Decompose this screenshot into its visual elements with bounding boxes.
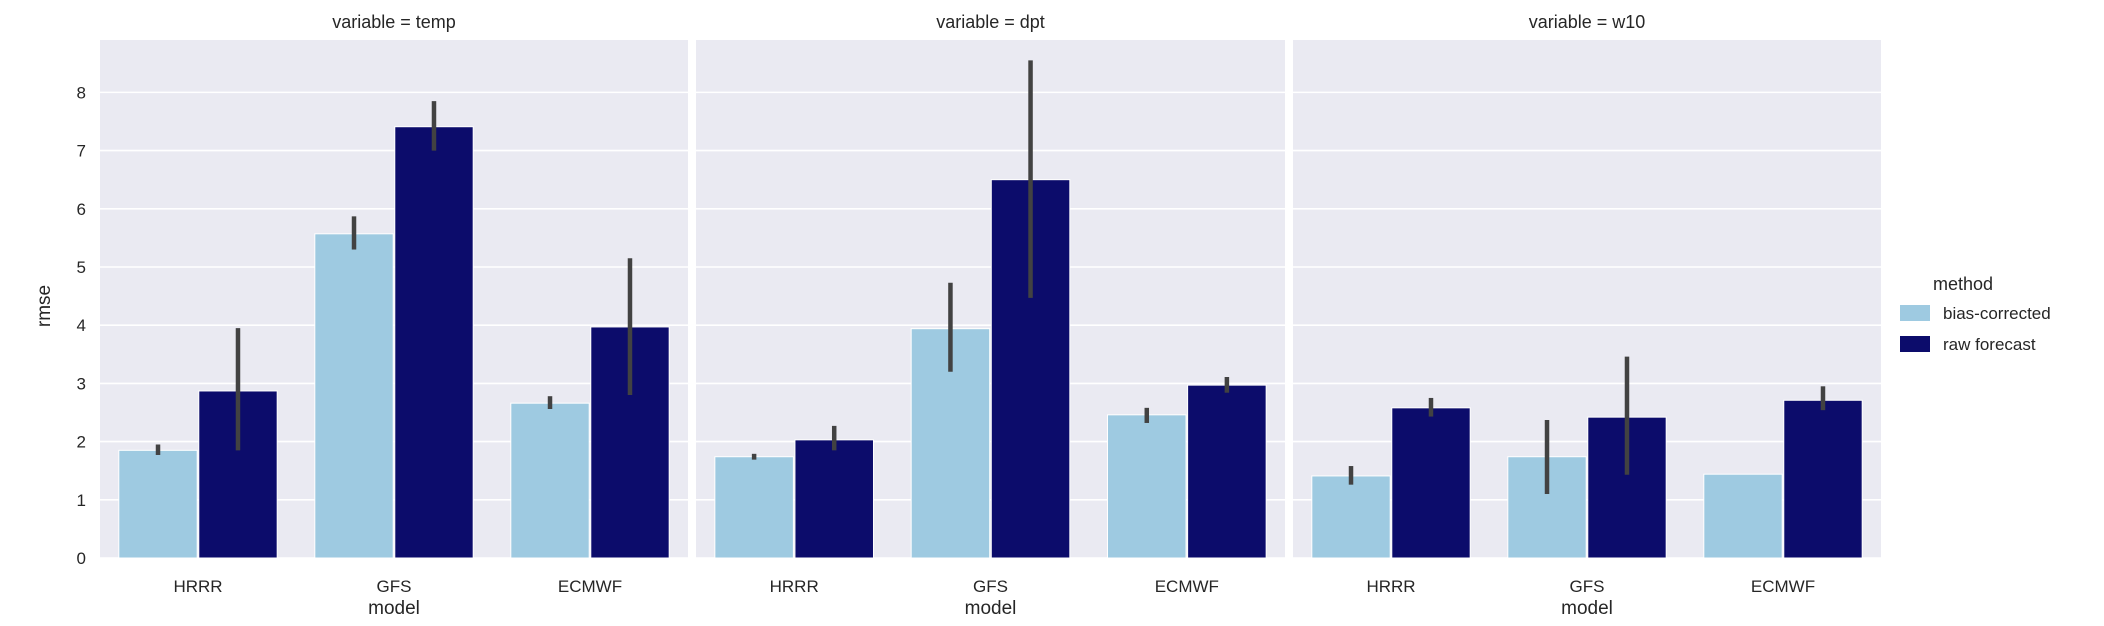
- panel-background: [1293, 40, 1881, 558]
- y-tick-label: 4: [77, 316, 86, 335]
- y-tick-label: 3: [77, 374, 86, 393]
- x-tick-label: ECMWF: [1155, 577, 1219, 596]
- y-tick-label: 7: [77, 142, 86, 161]
- facet-title: variable = dpt: [936, 12, 1045, 32]
- x-axis-label: model: [1561, 598, 1613, 619]
- y-axis-label: rmse: [34, 285, 55, 327]
- x-tick-label: GFS: [973, 577, 1008, 596]
- legend: method bias-corrected raw forecast: [1900, 274, 2051, 354]
- legend-swatch-raw-forecast: [1900, 336, 1930, 352]
- x-tick-label: ECMWF: [558, 577, 622, 596]
- legend-swatch-bias-corrected: [1900, 305, 1930, 321]
- bar-bias-corrected-HRRR: [714, 456, 794, 559]
- legend-label: raw forecast: [1943, 335, 2036, 354]
- panel-background: [100, 40, 688, 558]
- x-axis-label: model: [368, 598, 420, 619]
- facet-panel-0: variable = temp HRRR GFS ECMWF model: [100, 12, 688, 619]
- facet-panel-2: variable = w10 HRRR GFS ECMWF model: [1293, 12, 1881, 619]
- bar-raw-forecast-GFS: [394, 126, 474, 559]
- y-tick-label: 2: [77, 433, 86, 452]
- facet-title: variable = temp: [332, 12, 456, 32]
- bar-bias-corrected-HRRR: [1311, 475, 1391, 559]
- panel-background: [696, 40, 1285, 558]
- x-axis-label: model: [965, 598, 1017, 619]
- bar-bias-corrected-ECMWF: [510, 402, 590, 559]
- y-tick-label: 6: [77, 200, 86, 219]
- legend-label: bias-corrected: [1943, 304, 2051, 323]
- y-tick-label: 8: [77, 83, 86, 102]
- legend-title: method: [1933, 274, 1993, 294]
- x-tick-label: HRRR: [173, 577, 222, 596]
- bar-bias-corrected-ECMWF: [1703, 473, 1783, 559]
- bar-bias-corrected-HRRR: [118, 449, 198, 559]
- bar-raw-forecast-ECMWF: [1783, 399, 1863, 559]
- x-tick-label: HRRR: [1366, 577, 1415, 596]
- bar-raw-forecast-ECMWF: [1187, 384, 1267, 559]
- facet-panel-1: variable = dpt HRRR GFS ECMWF model: [696, 12, 1285, 619]
- x-tick-label: HRRR: [770, 577, 819, 596]
- y-tick-label: 0: [77, 549, 86, 568]
- y-tick-label: 5: [77, 258, 86, 277]
- x-tick-label: ECMWF: [1751, 577, 1815, 596]
- facet-title: variable = w10: [1529, 12, 1646, 32]
- bar-raw-forecast-HRRR: [1391, 407, 1471, 559]
- bar-raw-forecast-HRRR: [794, 439, 874, 559]
- bar-bias-corrected-GFS: [314, 233, 394, 559]
- x-tick-label: GFS: [377, 577, 412, 596]
- x-tick-label: GFS: [1570, 577, 1605, 596]
- y-tick-label: 1: [77, 491, 86, 510]
- bar-bias-corrected-ECMWF: [1107, 414, 1187, 559]
